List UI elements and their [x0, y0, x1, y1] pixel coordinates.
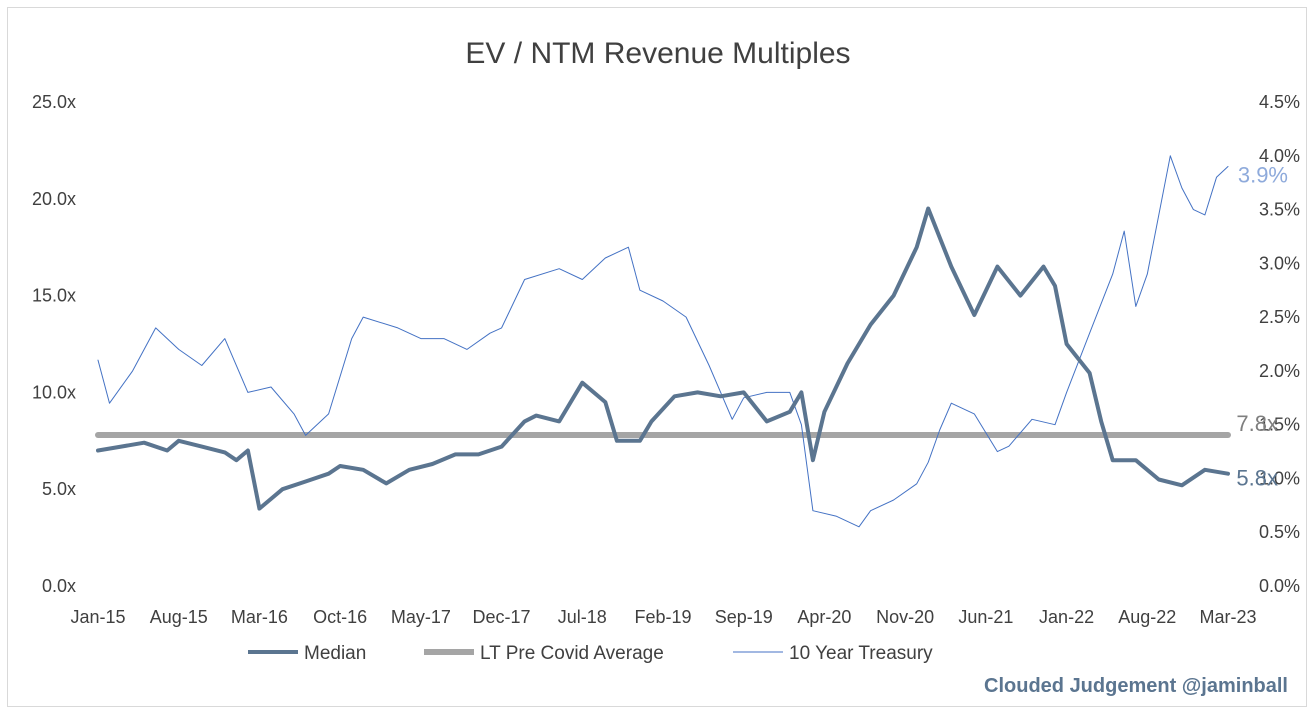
x-tick-label: Sep-19: [715, 607, 773, 627]
watermark: Clouded Judgement @jaminball: [984, 675, 1288, 697]
plot-area: [95, 155, 1231, 528]
left-tick-label: 0.0x: [42, 576, 76, 596]
series-line-median: [96, 206, 1230, 511]
x-axis: Jan-15 Aug-15 Mar-16 Oct-16 May-17 Dec-17 Jul-…: [70, 607, 1256, 627]
legend-item: LT Pre Covid Average: [424, 643, 664, 664]
right-tick-label: 0.5%: [1259, 522, 1300, 542]
right-tick-label: 4.0%: [1259, 146, 1300, 166]
right-axis: 0.0% 0.5% 1.0% 1.5% 2.0% 2.5% 3.0% 3.5% 4.0% 4.5%: [1259, 92, 1300, 596]
left-tick-label: 20.0x: [32, 189, 76, 209]
x-tick-label: Jan-15: [70, 607, 125, 627]
right-tick-label: 2.0%: [1259, 361, 1300, 381]
right-tick-label: 2.5%: [1259, 307, 1300, 327]
x-tick-label: Nov-20: [876, 607, 934, 627]
right-tick-label: 0.0%: [1259, 576, 1300, 596]
x-tick-label: Dec-17: [473, 607, 531, 627]
x-tick-label: Oct-16: [313, 607, 367, 627]
x-tick-label: Apr-20: [797, 607, 851, 627]
x-tick-label: Feb-19: [634, 607, 691, 627]
right-tick-label: 3.0%: [1259, 253, 1300, 273]
legend-item: Median: [248, 643, 366, 664]
legend-label: Median: [304, 643, 366, 664]
x-tick-label: Jun-21: [958, 607, 1013, 627]
left-axis: 0.0x 5.0x 10.0x 15.0x 20.0x 25.0x: [32, 92, 76, 596]
legend-item: 10 Year Treasury: [733, 643, 933, 664]
legend-label: 10 Year Treasury: [789, 643, 933, 664]
left-tick-label: 15.0x: [32, 286, 76, 306]
left-tick-label: 5.0x: [42, 479, 76, 499]
x-tick-label: Aug-22: [1118, 607, 1176, 627]
right-tick-label: 1.5%: [1259, 415, 1300, 435]
x-tick-label: Mar-23: [1199, 607, 1256, 627]
x-tick-label: Jan-22: [1039, 607, 1094, 627]
right-tick-label: 3.5%: [1259, 200, 1300, 220]
end-labels: 5.8x 7.8x 3.9%: [1236, 163, 1288, 491]
legend: Median LT Pre Covid Average 10 Year Treasu…: [248, 643, 933, 664]
end-label-lt-pre-covid-average: 7.8x: [1236, 411, 1278, 436]
x-tick-label: May-17: [391, 607, 451, 627]
x-tick-label: Mar-16: [231, 607, 288, 627]
end-label-10-year-treasury: 3.9%: [1238, 163, 1288, 188]
left-tick-label: 10.0x: [32, 382, 76, 402]
x-tick-label: Aug-15: [150, 607, 208, 627]
right-tick-label: 1.0%: [1259, 468, 1300, 488]
right-tick-label: 4.5%: [1259, 92, 1300, 112]
x-tick-label: Jul-18: [558, 607, 607, 627]
series-line-10-year-treasury: [97, 155, 1229, 528]
end-label-median: 5.8x: [1236, 466, 1278, 491]
legend-label: LT Pre Covid Average: [480, 643, 664, 664]
left-tick-label: 25.0x: [32, 92, 76, 112]
chart-title: EV / NTM Revenue Multiples: [465, 37, 850, 70]
chart-frame: [7, 7, 1307, 707]
